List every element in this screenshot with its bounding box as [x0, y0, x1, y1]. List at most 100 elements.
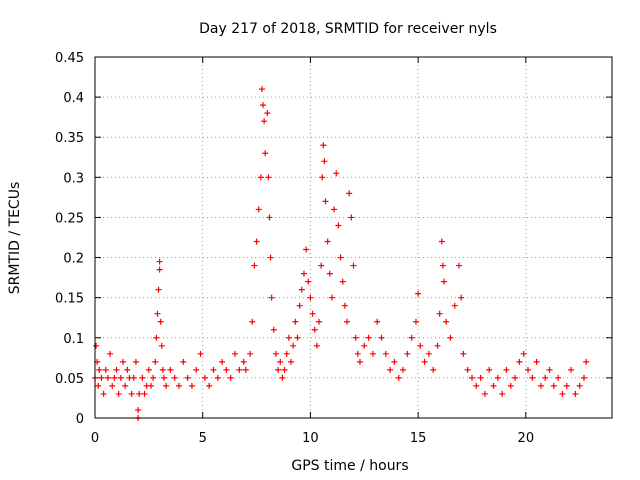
data-point	[434, 342, 441, 349]
data-point	[130, 374, 137, 381]
data-point	[322, 198, 329, 205]
data-point	[107, 350, 114, 357]
data-point	[214, 374, 221, 381]
data-point	[361, 342, 368, 349]
data-point	[268, 294, 275, 301]
data-point	[135, 406, 142, 413]
data-point	[264, 110, 271, 117]
data-point	[346, 190, 353, 197]
data-point	[318, 262, 325, 269]
y-axis-ticks: 0 0.05 0.1 0.15 0.2 0.25 0.3 0.35 0.4 0.45	[55, 51, 612, 427]
data-point	[477, 374, 484, 381]
data-point	[324, 238, 331, 245]
data-point	[270, 326, 277, 333]
data-point	[272, 350, 279, 357]
data-point	[499, 390, 506, 397]
data-point	[117, 374, 124, 381]
data-point	[456, 262, 463, 269]
data-point	[262, 150, 269, 157]
data-point	[555, 374, 562, 381]
data-point	[167, 366, 174, 373]
data-point	[136, 390, 143, 397]
data-point	[265, 174, 272, 181]
data-point	[141, 390, 148, 397]
data-point	[576, 382, 583, 389]
data-point	[335, 222, 342, 229]
data-point	[251, 262, 258, 269]
data-points	[92, 86, 590, 421]
data-point	[415, 290, 422, 297]
data-point	[115, 390, 122, 397]
y-tick-label: 0	[76, 412, 84, 427]
data-point	[421, 358, 428, 365]
data-point	[150, 374, 157, 381]
data-point	[395, 374, 402, 381]
data-point	[516, 358, 523, 365]
data-point	[404, 350, 411, 357]
x-tick-label: 20	[518, 431, 535, 446]
data-point	[337, 254, 344, 261]
data-point	[260, 102, 267, 109]
data-point	[460, 350, 467, 357]
data-point	[210, 366, 217, 373]
data-point	[300, 270, 307, 277]
data-point	[154, 310, 161, 317]
data-point	[365, 334, 372, 341]
data-point	[430, 366, 437, 373]
x-tick-label: 10	[302, 431, 319, 446]
data-point	[232, 350, 239, 357]
data-point	[279, 374, 286, 381]
data-point	[333, 170, 340, 177]
y-tick-label: 0.45	[55, 51, 84, 66]
data-point	[201, 374, 208, 381]
data-point	[344, 318, 351, 325]
x-axis-ticks: 0 5 10 15 20	[91, 57, 534, 446]
x-tick-label: 0	[91, 431, 99, 446]
data-point	[307, 294, 314, 301]
x-tick-label: 5	[199, 431, 207, 446]
data-point	[303, 246, 310, 253]
data-point	[309, 310, 316, 317]
data-point	[171, 374, 178, 381]
grid-lines	[95, 57, 612, 418]
data-point	[283, 350, 290, 357]
data-point	[223, 366, 230, 373]
data-point	[486, 366, 493, 373]
data-point	[236, 366, 243, 373]
data-point	[158, 342, 165, 349]
data-point	[443, 318, 450, 325]
data-point	[412, 318, 419, 325]
data-point	[120, 358, 127, 365]
data-point	[109, 382, 116, 389]
data-point	[152, 358, 159, 365]
data-point	[436, 310, 443, 317]
data-point	[408, 334, 415, 341]
data-point	[93, 342, 100, 349]
data-point	[350, 262, 357, 269]
data-point	[128, 390, 135, 397]
data-point	[124, 366, 131, 373]
data-point	[512, 374, 519, 381]
data-point	[242, 366, 249, 373]
data-point	[206, 382, 213, 389]
data-point	[188, 382, 195, 389]
data-point	[417, 342, 424, 349]
data-point	[391, 358, 398, 365]
y-axis-label: SRMTID / TECUs	[7, 182, 23, 295]
data-point	[98, 374, 105, 381]
y-tick-label: 0.2	[63, 252, 84, 267]
y-tick-label: 0.3	[63, 171, 84, 186]
data-point	[153, 334, 160, 341]
x-axis-label: GPS time / hours	[291, 458, 408, 474]
data-point	[425, 350, 432, 357]
data-point	[294, 334, 301, 341]
data-point	[311, 326, 318, 333]
data-point	[247, 350, 254, 357]
y-tick-label: 0.25	[55, 211, 84, 226]
data-point	[490, 382, 497, 389]
data-point	[257, 174, 264, 181]
data-point	[219, 358, 226, 365]
plot-frame	[94, 56, 613, 419]
data-point	[468, 374, 475, 381]
data-point	[473, 382, 480, 389]
